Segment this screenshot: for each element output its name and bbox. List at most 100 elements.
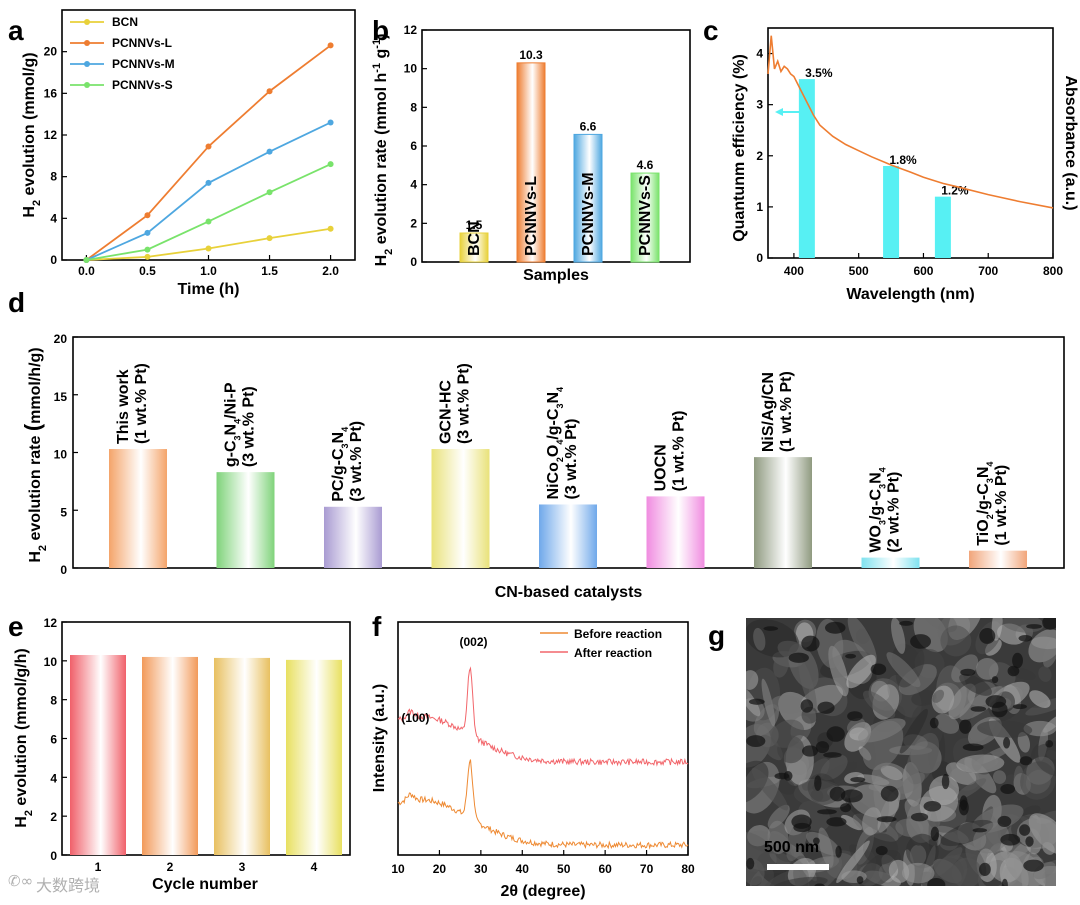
panel-f-xtick-label: 20 xyxy=(433,862,447,876)
panel-d-bar xyxy=(109,449,167,568)
panel-f-xtick-label: 10 xyxy=(391,862,405,876)
panel-d-ytick-label: 10 xyxy=(54,448,68,462)
panel-a-xtick-label: 0.5 xyxy=(139,264,156,278)
panel-c-xlabel: Wavelength (nm) xyxy=(846,286,974,303)
panel-c-xtick-label: 400 xyxy=(784,264,804,278)
svg-text:(1 wt.% Pt): (1 wt.% Pt) xyxy=(671,410,688,491)
panel-a-point xyxy=(205,179,212,186)
svg-text:GCN-HC: GCN-HC xyxy=(438,380,455,444)
svg-text:(3 wt.% Pt): (3 wt.% Pt) xyxy=(456,363,473,444)
panel-a-ytick-label: 4 xyxy=(50,211,57,225)
panel-e-bar xyxy=(286,659,342,855)
panel-a-legend-label: PCNNVs-M xyxy=(112,57,175,71)
panel-a-legend-marker xyxy=(84,82,90,88)
panel-d-ytick-label: 5 xyxy=(60,505,67,519)
panel-c-xtick-label: 800 xyxy=(1043,264,1063,278)
panel-d-category-label: NiCo2O4/g-C3N4 xyxy=(545,387,565,500)
panel-e-ytick-label: 4 xyxy=(50,771,57,785)
panel-c-ytick-label: 4 xyxy=(756,47,763,61)
panel-b-bar xyxy=(459,232,489,263)
panel-c-ytick-label: 1 xyxy=(756,200,763,214)
panel-d-category-label: GCN-HC xyxy=(438,380,455,444)
panel-c-bar-label: 3.5% xyxy=(805,66,833,80)
svg-text:Absorbance (a.u.): Absorbance (a.u.) xyxy=(1062,75,1079,210)
panel-d-bar xyxy=(431,449,490,568)
panel-a-point xyxy=(205,143,212,150)
panel-e-ylabel: H2 evolution (mmol/g/h) xyxy=(13,648,35,827)
panel-g-sem-image xyxy=(746,618,1056,886)
panel-b-value-label: 10.3 xyxy=(519,48,543,62)
panel-a-xtick-label: 1.5 xyxy=(261,264,278,278)
panel-b-value-label: 6.6 xyxy=(580,119,597,133)
panel-e-xtick-label: 2 xyxy=(167,860,174,874)
panel-b-label: b xyxy=(372,15,389,46)
panel-a-xtick-label: 1.0 xyxy=(200,264,217,278)
panel-a-legend-marker xyxy=(84,40,90,46)
svg-text:g-C3N4/Ni-P: g-C3N4/Ni-P xyxy=(223,382,243,467)
panel-c-bar xyxy=(798,79,815,258)
panel-a-point xyxy=(144,253,151,260)
panel-c-absorbance-curve xyxy=(767,35,1054,209)
panel-a-point xyxy=(144,246,151,253)
panel-c-arrow-head-icon xyxy=(775,108,783,116)
panel-c-xtick-label: 500 xyxy=(849,264,869,278)
svg-text:(1 wt.% Pt): (1 wt.% Pt) xyxy=(993,465,1010,546)
panel-c-axes xyxy=(767,27,1054,259)
panel-f-legend-label: After reaction xyxy=(574,646,652,660)
panel-b-bar xyxy=(573,133,603,263)
panel-e-xtick-label: 4 xyxy=(311,860,318,874)
panel-b-ylabel: H2 evolution rate (mmol h-1 g-1) xyxy=(371,34,395,267)
panel-d-category-label: (1 wt.% Pt) xyxy=(778,371,795,452)
svg-text:H2 evolution rate (mmol h-1 g-: H2 evolution rate (mmol h-1 g-1) xyxy=(371,34,395,267)
panel-a-ytick-label: 0 xyxy=(50,253,57,267)
panel-a-ytick-label: 16 xyxy=(44,86,58,100)
svg-text:H2 evolution (mmol/g): H2 evolution (mmol/g) xyxy=(21,52,43,217)
panel-a-xtick-label: 2.0 xyxy=(322,264,339,278)
panel-a-point xyxy=(205,218,212,225)
panel-b-ytick-label: 4 xyxy=(410,178,417,192)
panel-f-xlabel: 2θ (degree) xyxy=(500,883,585,900)
svg-text:(1 wt.% Pt): (1 wt.% Pt) xyxy=(778,371,795,452)
panel-a-point xyxy=(144,212,151,219)
panel-b-ytick-label: 10 xyxy=(404,62,418,76)
svg-text:NiCo2O4/g-C3N4: NiCo2O4/g-C3N4 xyxy=(545,387,565,500)
panel-g-label: g xyxy=(708,620,725,651)
panel-f-annotation: (002) xyxy=(459,635,487,649)
panel-e-label: e xyxy=(8,611,24,642)
svg-text:PC/g-C3N4: PC/g-C3N4 xyxy=(330,427,350,502)
panel-b-category-label: BCN xyxy=(466,221,483,256)
panel-e-xtick-label: 3 xyxy=(239,860,246,874)
panel-b-ytick-label: 6 xyxy=(410,139,417,153)
panel-a-legend-label: PCNNVs-L xyxy=(112,36,172,50)
panel-d-category-label: (3 wt.% Pt) xyxy=(241,386,258,467)
panel-d-category-label: PC/g-C3N4 xyxy=(330,427,350,502)
panel-e-ytick-label: 2 xyxy=(50,810,57,824)
panel-d-category-label: (3 wt.% Pt) xyxy=(456,363,473,444)
panel-b-category-label: PCNNVs-M xyxy=(580,172,597,256)
svg-text:(2 wt.% Pt): (2 wt.% Pt) xyxy=(886,472,903,553)
panel-a-point xyxy=(327,119,334,126)
panel-a-point xyxy=(327,42,334,49)
svg-text:(1 wt.% Pt): (1 wt.% Pt) xyxy=(133,363,150,444)
svg-text:WO3/g-C3N4: WO3/g-C3N4 xyxy=(868,467,888,552)
panel-c-label: c xyxy=(703,15,719,46)
panel-d-bar xyxy=(324,506,382,568)
panel-a-ylabel: H2 evolution (mmol/g) xyxy=(21,52,43,217)
panel-e-xlabel: Cycle number xyxy=(152,876,258,893)
panel-a-point xyxy=(266,88,273,95)
panel-a-ytick-label: 8 xyxy=(50,170,57,184)
panel-c-ytick-label: 2 xyxy=(756,149,763,163)
panel-d-ytick-label: 20 xyxy=(54,332,68,346)
panel-d-bar xyxy=(861,557,920,568)
panel-b-ytick-label: 0 xyxy=(410,255,417,269)
watermark-text: 大数跨境 xyxy=(36,878,101,895)
panel-f-label: f xyxy=(372,611,382,642)
panel-d-bar xyxy=(754,457,812,568)
panel-f-ylabel: Intensity (a.u.) xyxy=(371,684,388,792)
panel-d-ytick-label: 15 xyxy=(54,390,68,404)
panel-e-ytick-label: 0 xyxy=(50,849,57,863)
svg-text:H2 evolution rate (mmol/h/g): H2 evolution rate (mmol/h/g) xyxy=(20,347,49,562)
svg-text:(3 wt.% Pt): (3 wt.% Pt) xyxy=(563,419,580,500)
panel-d-category-label: WO3/g-C3N4 xyxy=(868,467,888,552)
